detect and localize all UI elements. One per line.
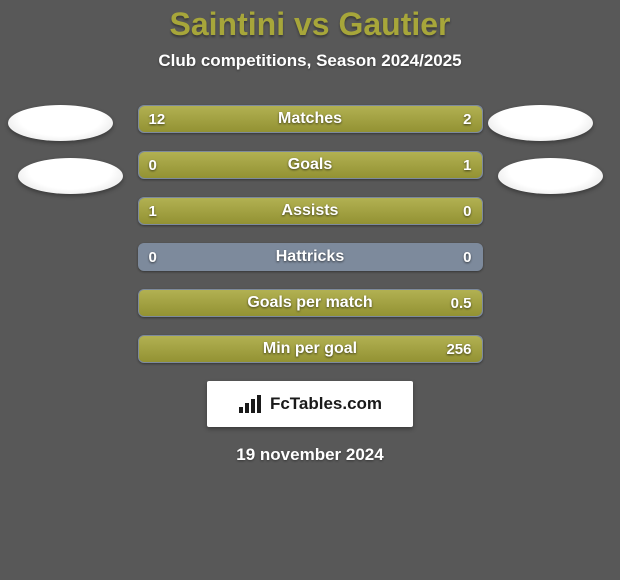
brand-text: FcTables.com — [270, 394, 382, 414]
bar-right-fill — [139, 336, 482, 362]
avatar-right-mid — [498, 158, 603, 194]
bar-left-fill — [139, 198, 482, 224]
avatar-right-top — [488, 105, 593, 141]
avatar-left-mid — [18, 158, 123, 194]
stat-row: Hattricks0 0 — [138, 243, 483, 271]
stat-label: Hattricks — [139, 244, 482, 270]
brand-badge: FcTables.com — [207, 381, 413, 427]
stat-row: Matches122 — [138, 105, 483, 133]
subtitle: Club competitions, Season 2024/2025 — [0, 51, 620, 71]
comparison-chart: Matches122 Goals01 Assists10 Hattricks0 0 Goa… — [0, 105, 620, 465]
stat-bars: Matches122 Goals01 Assists10 Hattricks0 0 Goa… — [138, 105, 483, 363]
bar-right-fill — [139, 290, 482, 316]
stat-row: Min per goal256 — [138, 335, 483, 363]
page-title: Saintini vs Gautier — [0, 0, 620, 43]
bar-chart-icon — [238, 393, 264, 415]
stat-right-value: 0 — [453, 244, 481, 270]
avatar-left-top — [8, 105, 113, 141]
stat-row: Goals01 — [138, 151, 483, 179]
stat-row: Goals per match0.5 — [138, 289, 483, 317]
bar-left-fill — [139, 106, 403, 132]
bar-left-fill — [139, 152, 201, 178]
bar-right-fill — [200, 152, 481, 178]
stat-left-value: 0 — [139, 244, 167, 270]
bar-right-fill — [403, 106, 482, 132]
stat-row: Assists10 — [138, 197, 483, 225]
footer-date: 19 november 2024 — [0, 445, 620, 465]
